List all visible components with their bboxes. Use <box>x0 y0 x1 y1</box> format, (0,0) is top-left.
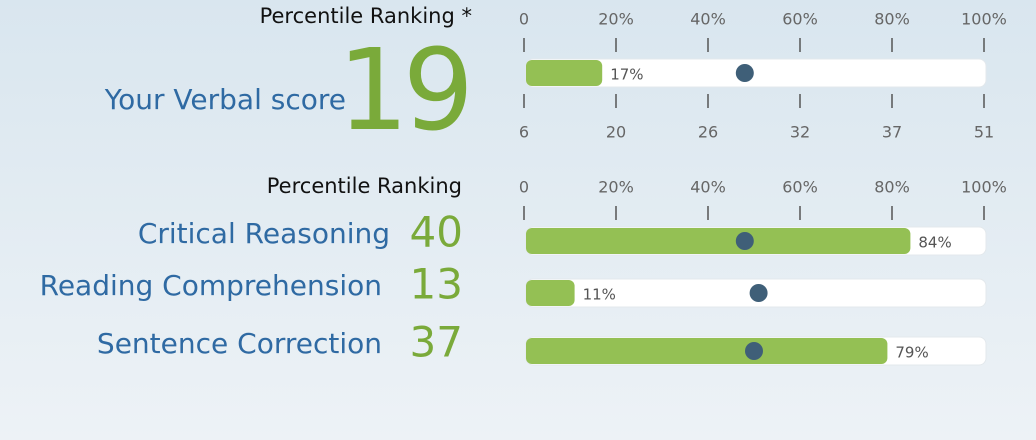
average-marker <box>735 232 754 250</box>
score-tick-label: 6 <box>519 123 529 142</box>
percentile-bar <box>526 280 575 306</box>
tick-label: 100% <box>961 178 1007 197</box>
tick-label: 80% <box>874 178 910 197</box>
score-tick-label: 32 <box>790 123 810 142</box>
percentile-bar <box>526 60 603 86</box>
tick-label: 80% <box>874 10 910 29</box>
tick-label: 0 <box>519 178 529 197</box>
section-name: Reading Comprehension <box>40 269 382 302</box>
section-score: 40 <box>410 208 463 257</box>
section-name: Critical Reasoning <box>138 217 390 250</box>
tick-label: 20% <box>598 10 634 29</box>
score-tick-label: 20 <box>606 123 626 142</box>
tick-label: 100% <box>961 10 1007 29</box>
percentile-label: 84% <box>918 234 951 252</box>
percentile-label: 11% <box>583 286 616 304</box>
percentile-bar <box>526 228 911 254</box>
average-marker <box>749 284 768 302</box>
section-score: 13 <box>410 260 463 309</box>
score-value: 19 <box>337 26 468 156</box>
score-tick-label: 51 <box>974 123 994 142</box>
tick-label: 20% <box>598 178 634 197</box>
heading: Percentile Ranking * <box>260 4 472 28</box>
tick-label: 40% <box>690 178 726 197</box>
average-marker <box>745 342 763 360</box>
score-title: Your Verbal score <box>104 83 346 116</box>
tick-label: 40% <box>690 10 726 29</box>
tick-label: 0 <box>519 10 529 29</box>
heading: Percentile Ranking <box>267 174 462 198</box>
score-tick-label: 26 <box>698 123 718 142</box>
section-score: 37 <box>410 318 463 367</box>
tick-label: 60% <box>782 10 818 29</box>
section-name: Sentence Correction <box>97 327 382 360</box>
average-marker <box>735 64 754 82</box>
percentile-label: 17% <box>610 66 643 84</box>
percentile-label: 79% <box>895 344 928 362</box>
score-tick-label: 37 <box>882 123 902 142</box>
tick-label: 60% <box>782 178 818 197</box>
percentile-bar <box>526 338 888 364</box>
